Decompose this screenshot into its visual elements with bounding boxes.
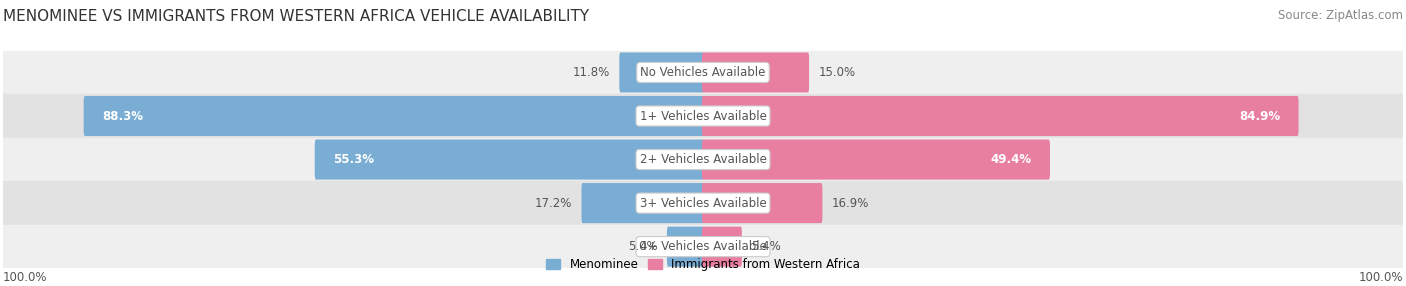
Text: 3+ Vehicles Available: 3+ Vehicles Available bbox=[640, 196, 766, 210]
Text: 4+ Vehicles Available: 4+ Vehicles Available bbox=[640, 240, 766, 253]
Text: 15.0%: 15.0% bbox=[818, 66, 856, 79]
FancyBboxPatch shape bbox=[702, 96, 1299, 136]
FancyBboxPatch shape bbox=[702, 183, 823, 223]
Text: 2+ Vehicles Available: 2+ Vehicles Available bbox=[640, 153, 766, 166]
FancyBboxPatch shape bbox=[582, 183, 704, 223]
Text: 5.4%: 5.4% bbox=[751, 240, 782, 253]
Text: 17.2%: 17.2% bbox=[534, 196, 572, 210]
Text: 16.9%: 16.9% bbox=[832, 196, 869, 210]
FancyBboxPatch shape bbox=[83, 96, 704, 136]
FancyBboxPatch shape bbox=[702, 52, 808, 92]
Text: MENOMINEE VS IMMIGRANTS FROM WESTERN AFRICA VEHICLE AVAILABILITY: MENOMINEE VS IMMIGRANTS FROM WESTERN AFR… bbox=[3, 9, 589, 24]
Text: 100.0%: 100.0% bbox=[1358, 271, 1403, 284]
Bar bbox=[3, 94, 1403, 138]
Text: 1+ Vehicles Available: 1+ Vehicles Available bbox=[640, 110, 766, 122]
Text: 88.3%: 88.3% bbox=[103, 110, 143, 122]
Bar bbox=[3, 138, 1403, 181]
Text: Source: ZipAtlas.com: Source: ZipAtlas.com bbox=[1278, 9, 1403, 22]
FancyBboxPatch shape bbox=[702, 227, 742, 267]
FancyBboxPatch shape bbox=[315, 140, 704, 180]
FancyBboxPatch shape bbox=[702, 140, 1050, 180]
Text: 49.4%: 49.4% bbox=[990, 153, 1032, 166]
FancyBboxPatch shape bbox=[619, 52, 704, 92]
Text: 55.3%: 55.3% bbox=[333, 153, 374, 166]
FancyBboxPatch shape bbox=[666, 227, 704, 267]
Bar bbox=[3, 225, 1403, 269]
Text: 11.8%: 11.8% bbox=[572, 66, 610, 79]
Legend: Menominee, Immigrants from Western Africa: Menominee, Immigrants from Western Afric… bbox=[541, 253, 865, 276]
Text: 100.0%: 100.0% bbox=[3, 271, 48, 284]
Text: No Vehicles Available: No Vehicles Available bbox=[640, 66, 766, 79]
Text: 84.9%: 84.9% bbox=[1239, 110, 1279, 122]
Text: 5.0%: 5.0% bbox=[628, 240, 658, 253]
Bar bbox=[3, 181, 1403, 225]
Bar bbox=[3, 51, 1403, 94]
